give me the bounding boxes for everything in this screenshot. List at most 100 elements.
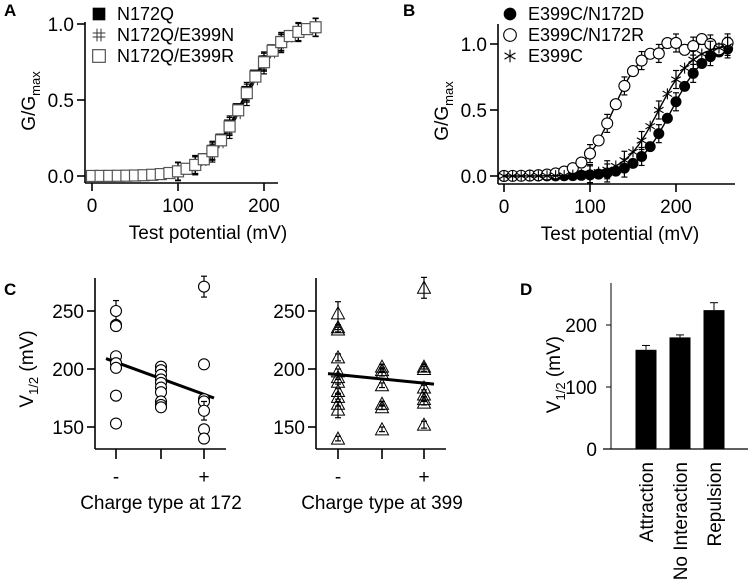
asterisk-stroke <box>550 172 561 179</box>
asterisk-stroke <box>627 148 639 156</box>
data-point <box>330 305 346 320</box>
y-axis-label-unit: (mV) <box>17 330 38 376</box>
x-axis-label-main: Charge type at 172 <box>80 493 242 514</box>
data-point <box>576 169 587 181</box>
data-point <box>652 47 665 60</box>
data-point <box>416 417 432 431</box>
panel-b: 0 100 200 0.0 0.5 1.0 E399C/N172DE399C/N172RE3… <box>461 4 735 218</box>
asterisk-stroke <box>576 171 587 178</box>
asterisk-stroke <box>593 168 604 176</box>
data-point <box>635 54 648 67</box>
x-axis-label-main: Test potential (mV) <box>129 223 287 244</box>
x-axis-label: Charge type at 172 <box>80 493 242 514</box>
data-point <box>705 44 716 56</box>
y-tick-label: 200 <box>52 360 84 381</box>
data-point <box>669 36 683 50</box>
y-tick-label: 250 <box>52 302 84 323</box>
x-axis-label-main: Test potential (mV) <box>541 224 699 245</box>
data-point <box>679 80 691 92</box>
y-tick-label: 150 <box>52 418 84 439</box>
y-axis-label-subscript: 1/2 <box>26 377 41 395</box>
data-point <box>374 377 390 392</box>
asterisk-stroke <box>567 171 578 179</box>
panel-label-a: A <box>4 1 16 20</box>
y-axis-label-main: V <box>17 395 38 408</box>
data-point <box>257 56 271 69</box>
data-point <box>223 120 236 133</box>
data-point <box>197 432 211 445</box>
data-point <box>266 44 279 57</box>
data-point <box>593 166 604 178</box>
data-point <box>232 104 245 117</box>
asterisk-stroke <box>670 76 682 83</box>
data-point <box>240 87 253 100</box>
data-point <box>602 164 613 176</box>
fit-curve <box>504 47 732 177</box>
y-tick-label: 1.0 <box>461 35 487 56</box>
data-point <box>636 134 647 146</box>
data-point <box>109 320 123 333</box>
data-point <box>330 431 346 445</box>
panel-label-d: D <box>520 280 532 299</box>
data-point <box>610 160 621 172</box>
data-point <box>109 304 123 318</box>
data-point <box>330 402 346 416</box>
asterisk-stroke <box>636 137 647 144</box>
y-tick-label: 250 <box>273 302 305 323</box>
x-tick-label: 100 <box>574 197 606 218</box>
data-point <box>154 401 168 414</box>
x-axis-label: Charge type at 399 <box>301 493 463 514</box>
legend-marker <box>92 28 106 42</box>
data-point <box>567 169 578 181</box>
legend-label: E399C <box>528 46 583 66</box>
asterisk-stroke <box>713 44 725 52</box>
data-point <box>670 74 682 86</box>
data-point <box>197 404 211 417</box>
asterisk-stroke <box>662 90 673 98</box>
x-tick-label: 0 <box>87 196 98 217</box>
y-axis-label-main: G/G <box>19 96 40 131</box>
data-point <box>653 128 665 140</box>
data-point <box>524 170 535 182</box>
legend-label: E399C/N172R <box>528 25 644 45</box>
data-point <box>197 153 210 166</box>
x-tick-label: Repulsion <box>705 462 726 547</box>
x-tick-label: + <box>198 467 209 488</box>
asterisk-stroke <box>524 172 535 180</box>
data-point <box>330 319 346 334</box>
data-point <box>374 421 390 436</box>
data-point <box>618 79 631 92</box>
y-tick-label: 1.0 <box>48 15 74 36</box>
data-point <box>619 154 630 166</box>
y-tick-label: 200 <box>565 316 597 337</box>
legend-marker <box>92 7 106 21</box>
y-axis-label-main: V <box>544 400 565 413</box>
data-point <box>696 48 707 60</box>
data-point <box>416 359 432 373</box>
data-point <box>636 150 648 162</box>
data-point <box>109 417 123 430</box>
x-tick-label: 200 <box>248 196 280 217</box>
data-point <box>330 374 346 388</box>
y-tick-label: 0.5 <box>461 101 487 122</box>
asterisk-stroke <box>696 50 707 58</box>
data-point <box>109 361 123 374</box>
bar <box>703 310 725 449</box>
y-axis-label: G/Gmax <box>432 81 456 141</box>
data-point <box>592 134 605 147</box>
y-tick-label: 0.0 <box>461 167 487 188</box>
legend-label: N172Q/E399N <box>117 25 234 45</box>
asterisk-stroke <box>688 56 699 63</box>
x-axis-label-main: Charge type at 399 <box>301 493 463 514</box>
data-point <box>330 349 346 364</box>
data-point <box>601 117 614 130</box>
legend-marker <box>503 28 517 42</box>
data-point <box>109 389 123 402</box>
y-axis-label: V1/2 (mV) <box>544 336 568 413</box>
data-point <box>541 170 553 182</box>
y-axis-label-unit: (mV) <box>544 336 565 382</box>
data-point <box>626 65 640 78</box>
y-axis-label-subscript: max <box>28 71 43 96</box>
data-point <box>197 280 211 293</box>
